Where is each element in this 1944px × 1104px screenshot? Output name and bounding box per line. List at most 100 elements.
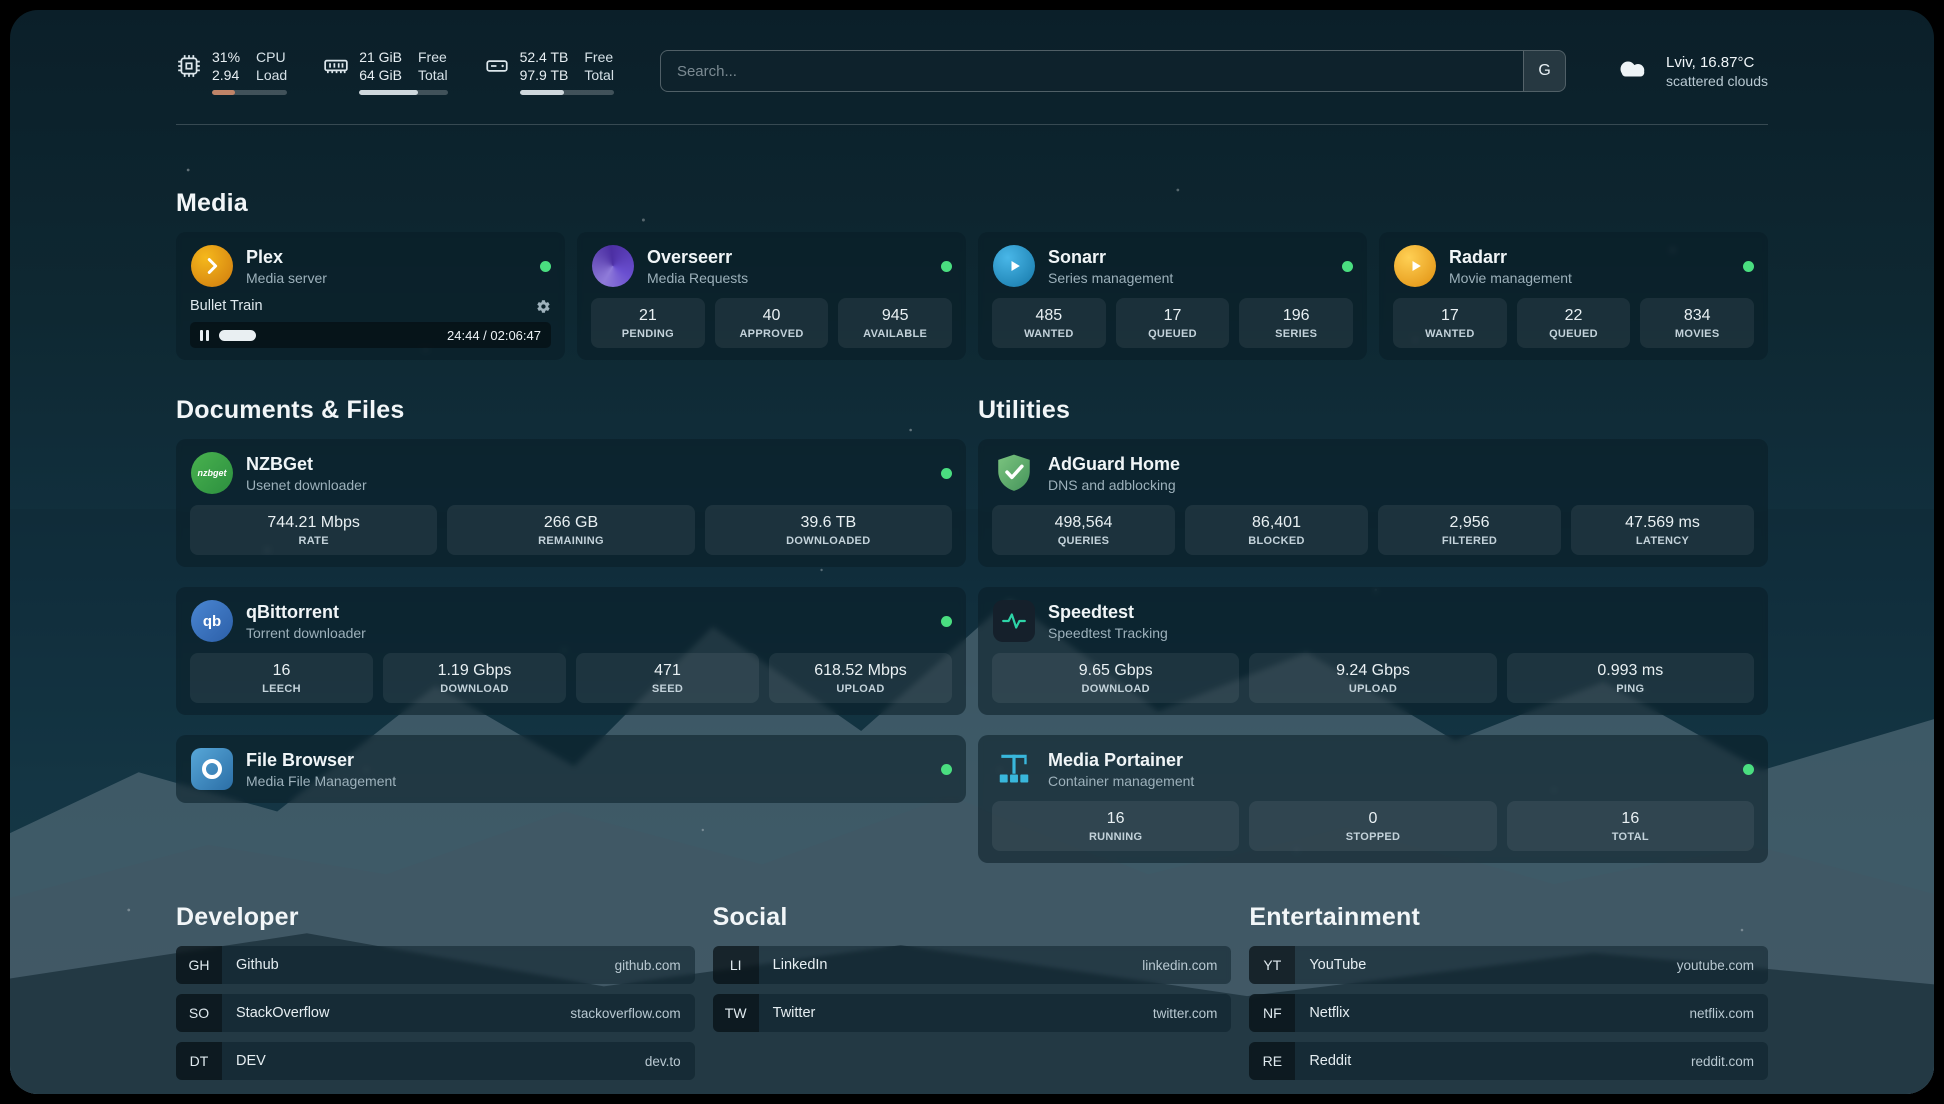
resource-widgets: 31% 2.94 CPU Load xyxy=(176,48,614,95)
bookmark-twitter[interactable]: TW Twitter twitter.com xyxy=(712,994,1232,1032)
plex-icon xyxy=(190,244,234,288)
memory-values: 21 GiB 64 GiB xyxy=(359,48,402,83)
bookmark-url: netflix.com xyxy=(1689,1005,1754,1021)
search: G xyxy=(659,50,1567,92)
service-name: Radarr xyxy=(1449,246,1508,267)
bookmark-abbr: NF xyxy=(1249,994,1296,1032)
service-description: Container management xyxy=(1048,772,1195,789)
bookmark-url: reddit.com xyxy=(1690,1053,1754,1069)
bookmark-youtube[interactable]: YT YouTube youtube.com xyxy=(1249,946,1768,984)
overseerr-icon xyxy=(591,244,635,288)
disk-values: 52.4 TB 97.9 TB xyxy=(519,48,569,83)
stat-movies: 834 MOVIES xyxy=(1640,298,1755,348)
gear-icon[interactable] xyxy=(536,299,551,314)
stat-ping: 0.993 ms PING xyxy=(1506,653,1754,703)
stat-latency: 47.569 ms LATENCY xyxy=(1571,505,1754,555)
status-dot xyxy=(540,260,551,272)
bookmark-dev[interactable]: DT DEV dev.to xyxy=(176,1042,695,1080)
section-title-utilities: Utilities xyxy=(978,396,1071,424)
bookmark-name: Netflix xyxy=(1309,1005,1350,1021)
stat-stopped: 0 STOPPED xyxy=(1249,801,1497,851)
status-dot xyxy=(1743,260,1754,272)
stat-blocked: 86,401 BLOCKED xyxy=(1185,505,1368,555)
weather-widget: Lviv, 16.87°C scattered clouds xyxy=(1612,54,1768,89)
service-name: Sonarr xyxy=(1048,246,1107,267)
section-title-entertainment: Entertainment xyxy=(1249,903,1421,931)
bookmark-reddit[interactable]: RE Reddit reddit.com xyxy=(1249,1042,1768,1080)
service-name: Overseerr xyxy=(647,246,733,267)
cloud-icon xyxy=(1612,54,1654,89)
section-title-documents: Documents & Files xyxy=(176,396,405,424)
topbar-divider xyxy=(176,124,1768,125)
stat-wanted: 17 WANTED xyxy=(1393,298,1507,348)
nzbget-icon: nzbget xyxy=(190,451,234,495)
service-card-nzbget[interactable]: nzbget NZBGet Usenet downloader 744.21 M… xyxy=(176,439,966,567)
weather-condition: scattered clouds xyxy=(1666,72,1768,89)
stat-series: 196 SERIES xyxy=(1239,298,1354,348)
stat-available: 945 AVAILABLE xyxy=(838,298,953,348)
bookmark-abbr: LI xyxy=(712,946,759,984)
memory-icon xyxy=(323,53,349,84)
status-dot xyxy=(941,467,952,479)
playback-progress[interactable] xyxy=(219,329,437,341)
status-dot xyxy=(1342,260,1353,272)
stat-approved: 40 APPROVED xyxy=(714,298,829,348)
service-name: Media Portainer xyxy=(1048,749,1184,770)
section-title-media: Media xyxy=(176,189,248,217)
search-provider-button[interactable]: G xyxy=(1523,51,1566,91)
memory-widget: 21 GiB 64 GiB Free Total xyxy=(323,48,448,95)
bookmark-name: Github xyxy=(236,957,279,973)
service-description: Usenet downloader xyxy=(246,476,367,493)
service-card-qbittorrent[interactable]: qb qBittorrent Torrent downloader 16 LEE… xyxy=(176,587,966,715)
section-utilities: Utilities xyxy=(978,396,1768,863)
stat-total: 16 TOTAL xyxy=(1506,801,1754,851)
bookmark-github[interactable]: GH Github github.com xyxy=(176,946,695,984)
status-dot xyxy=(941,763,952,775)
bookmark-stackoverflow[interactable]: SO StackOverflow stackoverflow.com xyxy=(176,994,695,1032)
service-card-sonarr[interactable]: Sonarr Series management 485 WANTED 17 Q… xyxy=(978,232,1367,360)
playback-time: 24:44 / 02:06:47 xyxy=(447,327,541,343)
cpu-icon xyxy=(176,53,202,84)
service-card-filebrowser[interactable]: File Browser Media File Management xyxy=(176,735,966,803)
bookmark-url: github.com xyxy=(614,957,681,973)
bookmark-abbr: DT xyxy=(176,1042,222,1080)
disk-widget: 52.4 TB 97.9 TB Free Total xyxy=(484,48,614,95)
stat-queries: 498,564 QUERIES xyxy=(992,505,1175,555)
stat-filtered: 2,956 FILTERED xyxy=(1378,505,1561,555)
service-name: AdGuard Home xyxy=(1048,453,1181,474)
bookmark-abbr: RE xyxy=(1249,1042,1296,1080)
bookmark-abbr: SO xyxy=(176,994,222,1032)
stat-queued: 17 QUEUED xyxy=(1115,298,1230,348)
service-description: DNS and adblocking xyxy=(1048,476,1176,493)
service-card-adguard[interactable]: AdGuard Home DNS and adblocking 498,564 … xyxy=(978,439,1768,567)
stat-seed: 471 SEED xyxy=(576,653,759,703)
pause-icon[interactable] xyxy=(200,329,209,341)
service-description: Movie management xyxy=(1449,269,1572,286)
status-dot xyxy=(1743,763,1754,775)
service-description: Speedtest Tracking xyxy=(1048,624,1168,641)
bookmark-group-social: Social LI LinkedIn linkedin.com TW Twitt… xyxy=(712,903,1232,1080)
stat-remaining: 266 GB REMAINING xyxy=(447,505,695,555)
now-playing-title: Bullet Train xyxy=(190,298,263,314)
bookmark-linkedin[interactable]: LI LinkedIn linkedin.com xyxy=(712,946,1232,984)
stat-pending: 21 PENDING xyxy=(591,298,705,348)
service-card-overseerr[interactable]: Overseerr Media Requests 21 PENDING 40 A… xyxy=(577,232,966,360)
search-input[interactable] xyxy=(659,50,1567,92)
service-card-speedtest[interactable]: Speedtest Speedtest Tracking 9.65 Gbps D… xyxy=(978,587,1768,715)
section-documents: Documents & Files nzbget NZBGet Usenet d… xyxy=(176,396,966,803)
service-card-portainer[interactable]: Media Portainer Container management 16 … xyxy=(978,735,1768,863)
speedtest-icon xyxy=(992,599,1036,643)
portainer-icon xyxy=(992,747,1036,791)
disk-usage-bar xyxy=(519,89,614,95)
service-description: Media server xyxy=(246,269,327,286)
qbittorrent-icon: qb xyxy=(190,599,234,643)
section-media: Media Plex Media server xyxy=(176,189,1768,360)
dashboard-frame: 31% 2.94 CPU Load xyxy=(10,10,1934,1094)
sonarr-icon xyxy=(992,244,1036,288)
bookmark-netflix[interactable]: NF Netflix netflix.com xyxy=(1249,994,1768,1032)
topbar: 31% 2.94 CPU Load xyxy=(176,44,1768,98)
service-card-plex[interactable]: Plex Media server Bullet Train xyxy=(176,232,565,360)
service-card-radarr[interactable]: Radarr Movie management 17 WANTED 22 QUE… xyxy=(1379,232,1768,360)
service-description: Media File Management xyxy=(246,772,397,789)
service-name: Plex xyxy=(246,246,284,267)
